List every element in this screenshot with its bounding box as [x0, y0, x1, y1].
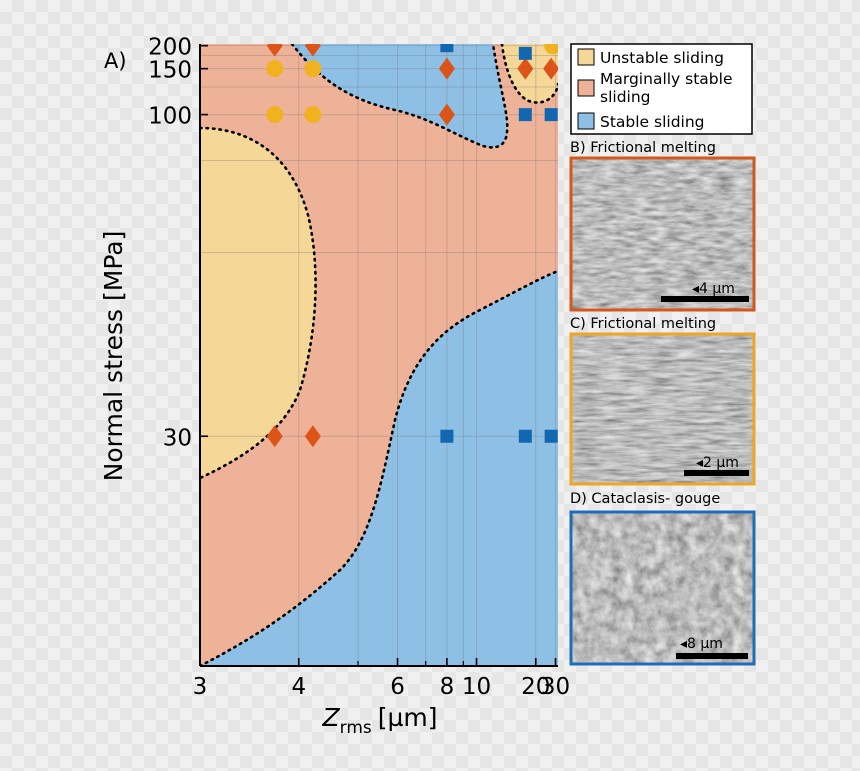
- grid: [200, 44, 558, 666]
- region-unstable-left: [200, 128, 316, 478]
- data-point-stable: [518, 46, 532, 60]
- scale-bar-b: [661, 296, 749, 302]
- data-point-unstable: [266, 60, 284, 78]
- y-tick-label: 150: [148, 58, 192, 84]
- x-tick-label: 3: [193, 674, 208, 700]
- legend-label-unstable: Unstable sliding: [600, 49, 724, 67]
- data-point-marginal: [304, 44, 321, 57]
- micrograph-label-c: C) Frictional melting: [570, 316, 716, 332]
- legend-frame: [570, 43, 753, 135]
- scale-arrow-d: ◂: [680, 636, 687, 652]
- data-markers: [266, 44, 558, 448]
- micrograph-panel-d: D) Cataclasis- gouge ◂8 µm: [569, 491, 756, 666]
- x-axis-label: Zrms [µm]: [321, 703, 437, 738]
- boundary-unstable-top-right: [500, 44, 558, 104]
- legend-label-marginal-line1: Marginally stable: [600, 70, 732, 88]
- legend: Unstable sliding Marginally stable slidin…: [570, 43, 753, 135]
- data-point-marginal: [266, 425, 283, 448]
- micrograph-border-d: [569, 510, 756, 666]
- data-point-stable: [518, 108, 532, 122]
- y-tick-label: 30: [163, 425, 192, 451]
- scale-value-d: 8 µm: [687, 636, 723, 652]
- data-point-marginal: [266, 44, 283, 57]
- data-point-marginal: [543, 57, 558, 80]
- data-point-stable: [544, 108, 558, 122]
- data-point-marginal: [517, 57, 534, 80]
- panel-label: A): [104, 49, 127, 73]
- data-point-marginal: [304, 425, 321, 448]
- region-stable-bottom: [200, 271, 558, 666]
- legend-label-marginal: Marginally stable sliding: [600, 70, 732, 106]
- legend-swatch-unstable: [577, 48, 595, 66]
- scale-label-c: ◂2 µm: [696, 455, 739, 471]
- micrograph-image-d: [571, 512, 754, 664]
- scale-bar-d: [676, 653, 748, 659]
- scale-arrow-b: ◂: [692, 281, 699, 297]
- data-point-unstable: [544, 44, 558, 55]
- data-point-marginal: [438, 103, 455, 126]
- legend-label-stable: Stable sliding: [600, 113, 705, 131]
- x-tick-label: 8: [440, 674, 455, 700]
- micrograph-label-d: D) Cataclasis- gouge: [570, 491, 720, 507]
- scale-label-d: ◂8 µm: [680, 636, 723, 652]
- y-tick-label: 100: [148, 104, 192, 130]
- data-point-unstable: [304, 106, 322, 124]
- micrograph-image-b: [571, 158, 754, 310]
- scale-arrow-c: ◂: [696, 455, 703, 471]
- x-tick-label: 6: [390, 674, 405, 700]
- micrograph-image-c: [571, 334, 754, 484]
- scale-value-c: 2 µm: [703, 455, 739, 471]
- data-point-stable: [544, 429, 558, 443]
- x-axis-label-unit: [µm]: [378, 703, 438, 732]
- scale-value-b: 4 µm: [699, 281, 735, 297]
- micrograph-border-c: [569, 332, 756, 486]
- micrograph-border-b: [569, 156, 756, 312]
- x-tick-label: 4: [291, 674, 306, 700]
- data-point-unstable: [304, 60, 322, 78]
- data-point-stable: [518, 429, 532, 443]
- x-tick-label: 10: [462, 674, 491, 700]
- y-axis-label: Normal stress [MPa]: [99, 231, 128, 482]
- legend-swatch-stable: [577, 112, 595, 130]
- x-tick-label: 20: [521, 674, 550, 700]
- x-axis-label-sub: rms: [340, 718, 372, 738]
- data-point-stable: [440, 44, 454, 53]
- axes: [199, 44, 558, 667]
- data-point-stable: [440, 429, 454, 443]
- scale-label-b: ◂4 µm: [692, 281, 735, 297]
- micrograph-panel-b: B) Frictional melting ◂4 µm: [569, 140, 756, 312]
- y-tick-label: 200: [148, 35, 192, 61]
- x-axis-label-main: Z: [321, 703, 340, 732]
- x-tick-label: 30: [541, 674, 570, 700]
- micrograph-label-b: B) Frictional melting: [570, 140, 716, 156]
- legend-label-marginal-line2: sliding: [600, 88, 651, 106]
- boundary-stable-top: [290, 44, 509, 149]
- scale-bar-c: [684, 470, 749, 476]
- micrograph-panel-c: C) Frictional melting ◂2 µm: [569, 316, 756, 486]
- data-point-marginal: [438, 57, 455, 80]
- legend-swatch-marginal: [577, 79, 595, 97]
- data-point-unstable: [266, 106, 284, 124]
- plot-area: [200, 44, 558, 666]
